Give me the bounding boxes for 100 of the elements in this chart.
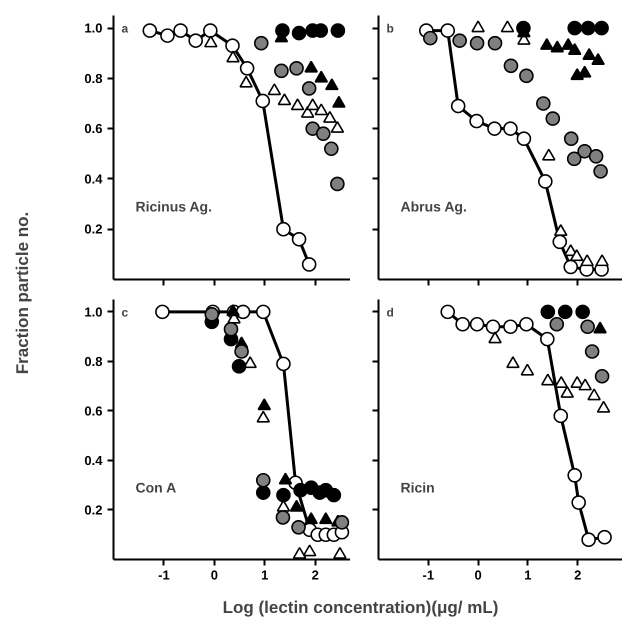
x-tick-label: -1 [422,568,434,582]
y-tick-label: 0.6 [84,403,103,418]
annotation: a [122,22,128,36]
point [333,546,347,559]
point [278,472,292,485]
point [545,111,560,126]
point [160,28,175,43]
point [323,110,337,123]
point [316,126,331,141]
point [224,322,238,336]
point [302,257,316,272]
point [593,164,608,179]
point [519,68,534,84]
point [289,61,304,76]
point [274,64,289,78]
point [564,131,579,146]
point [594,20,609,36]
point [549,316,564,332]
point [155,304,170,320]
point [450,98,466,114]
point [486,319,500,334]
point [440,23,456,38]
point [553,408,568,424]
y-tick-label: 1.0 [84,304,103,320]
x-tick-label: 2 [574,568,582,582]
annotation: d [386,306,394,320]
point [257,398,272,410]
point [276,222,291,236]
y-tick-label: 0.2 [84,222,103,237]
point [225,38,240,53]
annotation: Ricinus Ag. [136,198,212,215]
y-tick-label: 0.8 [84,70,103,86]
y-axis-title: Fraction particle no. [13,212,32,374]
y-tick-label: 0.2 [84,502,103,518]
point [540,332,555,346]
point [314,70,328,83]
point [239,76,253,88]
point [582,48,596,60]
point [580,319,595,334]
point [542,148,556,161]
point [503,121,518,136]
point [292,26,306,40]
point [540,38,554,50]
point [276,510,290,525]
point [568,42,582,55]
point [503,319,518,334]
point [334,515,350,530]
point [455,316,470,332]
point [290,98,304,110]
point [567,20,582,36]
point [204,35,218,48]
point [504,58,518,74]
point [203,23,218,38]
point [314,103,328,116]
point [538,174,553,189]
y-tick-label: 0.8 [84,354,103,369]
point [422,30,438,46]
point [290,500,304,512]
point [291,520,306,535]
point [292,232,306,247]
point [142,23,158,38]
point [305,121,320,136]
point [563,260,578,274]
point [516,131,532,146]
point [306,98,320,110]
point [256,410,270,423]
y-tick-label: 0.6 [84,121,103,136]
y-tick-label: 1.0 [84,20,103,36]
point [330,23,346,38]
point [326,488,342,502]
point [552,234,568,250]
point [440,304,456,320]
point [536,96,551,111]
x-axis-title: Log (lectin concentration)(μg/ mL) [222,598,498,617]
point [236,304,250,320]
point [577,144,592,159]
point [567,468,582,483]
point [550,40,564,52]
annotation: Con A [136,480,176,496]
annotation: b [386,22,394,36]
point [256,304,271,320]
point [566,152,582,166]
point [488,36,502,50]
point [276,356,291,372]
point [469,114,484,128]
point [332,96,346,108]
point [256,472,271,488]
point [276,488,291,502]
x-tick-label: 1 [261,568,268,582]
point [470,316,484,332]
annotation: c [122,306,128,320]
point [173,23,188,38]
point [240,61,254,76]
point [452,33,467,48]
point [519,316,534,332]
point [558,304,573,320]
point [588,149,604,164]
point [487,121,502,136]
point [292,546,306,559]
point [520,364,534,376]
